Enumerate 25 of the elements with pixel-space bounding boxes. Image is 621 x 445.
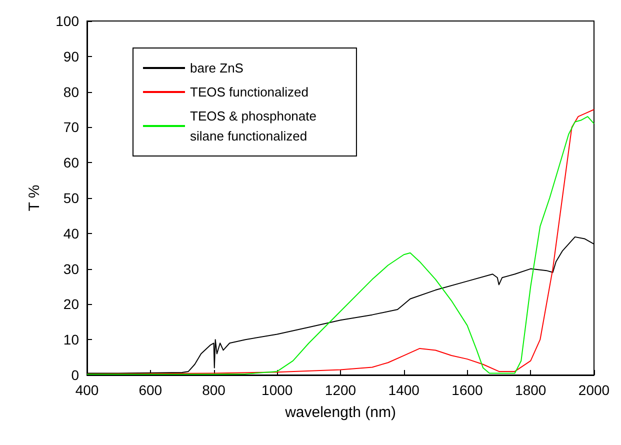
x-tick-label: 1600 [452,382,484,398]
y-tick-label: 100 [56,13,80,29]
y-tick-label: 90 [63,48,80,64]
y-axis-title: T % [26,184,43,212]
x-tick-label: 2000 [578,382,610,398]
x-tick-label: 800 [202,382,226,398]
x-tick-label: 1200 [324,382,356,398]
y-tick-label: 70 [63,119,80,136]
legend-label: TEOS & phosphonate silane functionalized [190,108,316,144]
x-tick-label: 1800 [515,382,546,398]
x-axis-title: wavelength (nm) [284,404,396,421]
legend-label: TEOS functionalized [190,84,309,100]
x-tick-label: 400 [75,382,99,398]
x-tick-label: 1400 [388,382,420,398]
y-tick-label: 80 [63,84,80,100]
y-tick-label: 50 [63,190,80,206]
y-tick-label: 0 [71,367,80,383]
y-tick-label: 30 [63,260,80,277]
x-tick-label: 600 [138,382,162,398]
y-tick-label: 10 [63,332,80,348]
y-tick-label: 40 [63,225,80,242]
y-tick-label: 60 [63,154,80,171]
legend-label: bare ZnS [190,60,244,76]
x-tick-label: 1000 [262,382,293,398]
y-tick-label: 20 [63,296,80,312]
